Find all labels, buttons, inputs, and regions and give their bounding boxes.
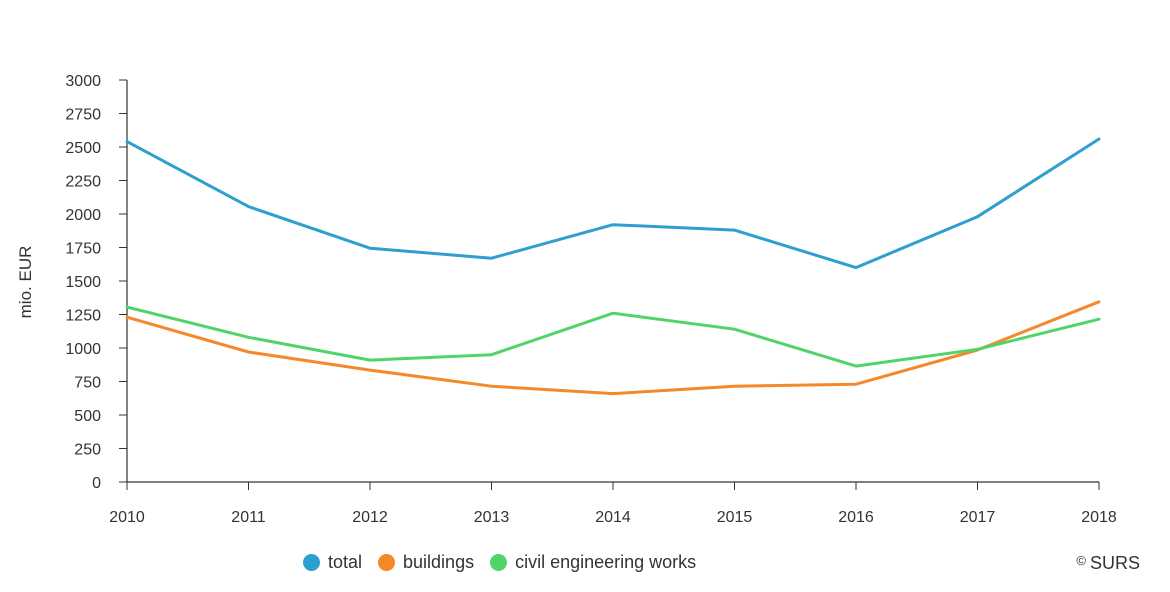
x-tick-label: 2018 <box>1081 509 1117 526</box>
legend-item-civil-engineering-works[interactable]: civil engineering works <box>490 552 696 573</box>
y-tick-label: 2500 <box>65 140 101 157</box>
legend-label-total: total <box>328 552 363 572</box>
y-tick-label: 2000 <box>65 207 101 224</box>
y-tick-label: 750 <box>74 375 101 392</box>
y-tick-label: 3000 <box>65 73 101 90</box>
x-tick-label: 2011 <box>231 509 266 526</box>
legend-item-buildings[interactable]: buildings <box>378 552 474 573</box>
x-tick-label: 2015 <box>717 509 753 526</box>
y-tick-label: 500 <box>74 408 101 425</box>
chart-series-lines <box>125 137 1101 396</box>
series-line-civil-engineering-works[interactable] <box>125 305 1101 368</box>
x-tick-label: 2010 <box>109 509 145 526</box>
x-axis-ticks: 2010 2011 2012 2013 2014 2015 2016 2017 2018 <box>109 482 1117 526</box>
y-axis-title: mio. EUR <box>16 246 35 319</box>
chart-axes <box>126 80 1099 483</box>
y-tick-label: 2250 <box>65 174 101 191</box>
chart-legend: total buildings civil engineering works <box>303 552 712 573</box>
legend-label-buildings: buildings <box>403 552 475 572</box>
legend-marker-civil-engineering-works <box>490 554 508 571</box>
credit-label: SURS <box>1089 553 1140 573</box>
source-credit[interactable]: © SURS <box>1076 553 1140 574</box>
legend-marker-buildings <box>378 554 396 571</box>
y-axis-ticks: 0 250 500 750 1000 1250 1500 1750 2000 2250 2500 27… <box>65 73 127 492</box>
x-tick-label: 2016 <box>838 509 874 526</box>
legend-marker-total <box>303 554 320 571</box>
x-tick-label: 2017 <box>960 509 996 526</box>
legend-label-civil-engineering-works: civil engineering works <box>515 552 697 572</box>
legend-item-total[interactable]: total <box>303 552 362 573</box>
series-line-buildings[interactable] <box>125 300 1101 396</box>
y-tick-label: 0 <box>92 475 101 492</box>
y-tick-label: 2750 <box>65 107 101 124</box>
series-line-total[interactable] <box>125 137 1101 270</box>
y-tick-label: 1750 <box>65 241 101 258</box>
y-tick-label: 1500 <box>65 274 101 291</box>
y-tick-label: 1000 <box>65 341 101 358</box>
x-tick-label: 2013 <box>474 509 510 526</box>
y-tick-label: 250 <box>74 442 101 459</box>
copyright-icon: © <box>1076 553 1086 568</box>
x-tick-label: 2014 <box>595 509 631 526</box>
x-tick-label: 2012 <box>352 509 388 526</box>
y-tick-label: 1250 <box>65 308 101 325</box>
